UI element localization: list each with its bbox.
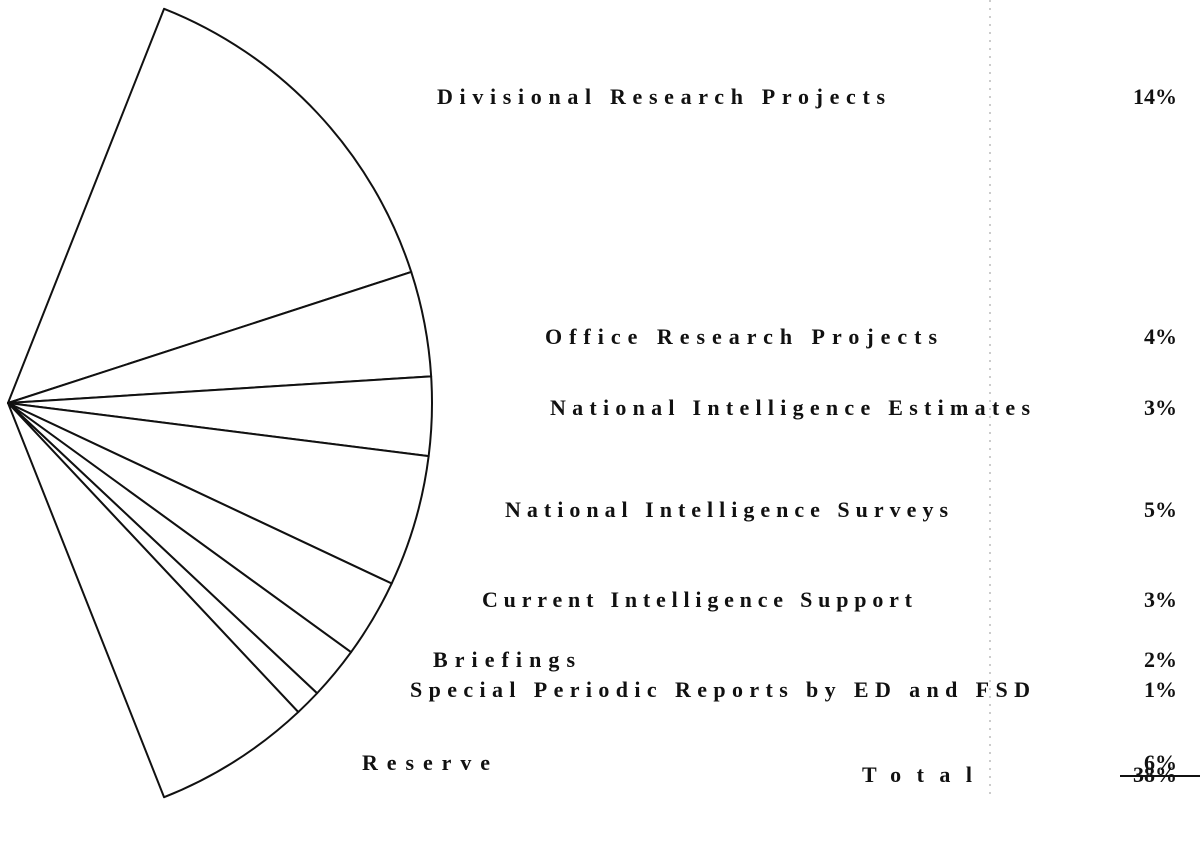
wedge (7, 402, 300, 799)
category-label: Current Intelligence Support (482, 587, 913, 612)
value-label: 1% (1144, 677, 1177, 702)
value-label: 2% (1144, 647, 1177, 672)
value-label: 4% (1144, 324, 1177, 349)
category-label: National Intelligence Surveys (505, 497, 948, 522)
category-label: Reserve (362, 750, 490, 775)
category-label: National Intelligence Estimates (550, 395, 1030, 420)
category-label: Divisional Research Projects (437, 84, 885, 109)
category-label: Briefings (433, 647, 575, 672)
category-label: Office Research Projects (545, 324, 937, 349)
value-label: 5% (1144, 497, 1177, 522)
value-label: 14% (1133, 84, 1177, 109)
total-value: 38% (1133, 762, 1177, 787)
value-label: 3% (1144, 587, 1177, 612)
value-label: 3% (1144, 395, 1177, 420)
total-label: Total (862, 762, 972, 787)
category-label: Special Periodic Reports by ED and FSD (410, 677, 1030, 702)
value-label: 6% (1144, 750, 1177, 775)
